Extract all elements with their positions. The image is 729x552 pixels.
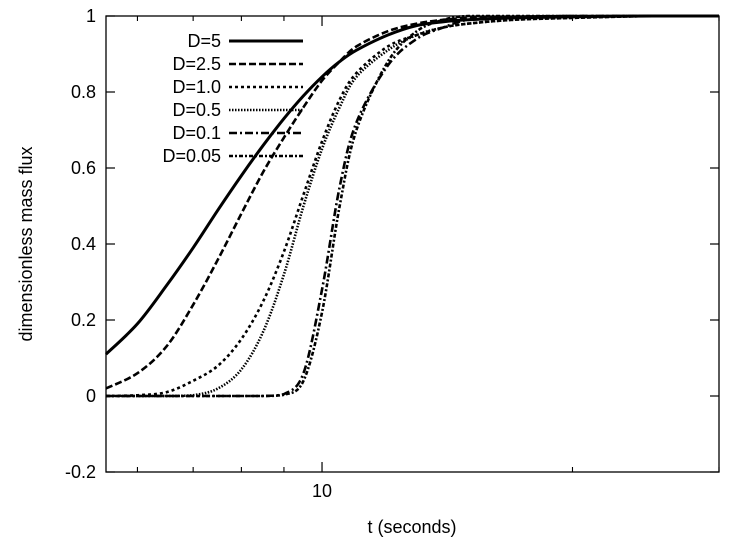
- series-line-D=1.0: [105, 14, 719, 398]
- y-tick-label: 1: [86, 6, 96, 26]
- y-axis: -0.2 0 0.2 0.4 0.6 0.8 1: [65, 6, 719, 482]
- legend-label: D=5: [187, 31, 221, 51]
- x-axis: 10: [136, 16, 720, 501]
- series-line-D=0.5: [105, 14, 719, 398]
- legend-label: D=0.5: [172, 100, 221, 120]
- legend: D=5 D=2.5 D=1.0 D=0.5 D=0.1 D=0.05: [162, 31, 303, 166]
- legend-label: D=0.1: [172, 123, 221, 143]
- y-axis-title: dimensionless mass flux: [16, 146, 36, 341]
- x-axis-title: t (seconds): [367, 517, 456, 537]
- y-tick-label: 0.4: [71, 234, 96, 254]
- legend-label: D=0.05: [162, 146, 221, 166]
- y-tick-label: 0.2: [71, 310, 96, 330]
- series-line-D=0.1: [105, 14, 719, 398]
- legend-label: D=1.0: [172, 77, 221, 97]
- y-tick-label: 0.8: [71, 82, 96, 102]
- y-tick-label: 0: [86, 386, 96, 406]
- series-lines: [104, 14, 719, 398]
- y-tick-label: -0.2: [65, 462, 96, 482]
- series-line-D=0.05: [105, 14, 719, 398]
- y-tick-label: 0.6: [71, 158, 96, 178]
- legend-label: D=2.5: [172, 54, 221, 74]
- x-tick-label: 10: [312, 481, 332, 501]
